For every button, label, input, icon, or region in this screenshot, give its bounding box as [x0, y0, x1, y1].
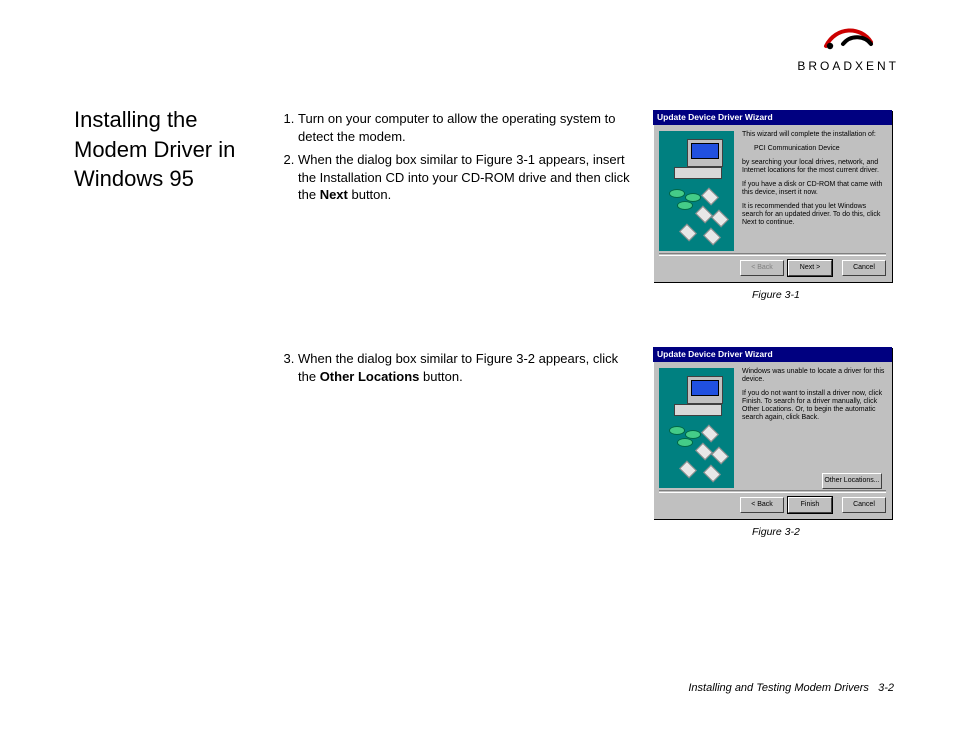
instruction-block-1: Turn on your computer to allow the opera…	[276, 110, 636, 210]
step-3: When the dialog box similar to Figure 3-…	[298, 350, 636, 385]
cd-icon	[669, 426, 685, 435]
wizard-dialog-2: Update Device Driver Wizard Windows was …	[653, 347, 892, 519]
floppy-icon	[679, 461, 697, 479]
monitor-icon	[687, 376, 723, 404]
back-button[interactable]: < Back	[740, 260, 784, 276]
floppy-icon	[679, 224, 697, 242]
wizard-1-titlebar: Update Device Driver Wizard	[653, 110, 892, 125]
floppy-icon	[711, 210, 729, 228]
wizard-2-titlebar: Update Device Driver Wizard	[653, 347, 892, 362]
step-2: When the dialog box similar to Figure 3-…	[298, 151, 636, 204]
wizard-2-line2: If you do not want to install a driver n…	[742, 390, 886, 422]
wizard-1-line2: by searching your local drives, network,…	[742, 159, 886, 175]
step-2-bold: Next	[320, 187, 348, 202]
instruction-block-2: When the dialog box similar to Figure 3-…	[276, 350, 636, 391]
figure-caption-2: Figure 3-2	[752, 526, 800, 538]
cancel-button[interactable]: Cancel	[842, 497, 886, 513]
floppy-icon	[703, 228, 721, 246]
floppy-icon	[703, 465, 721, 483]
brand-logo: BROADXENT	[797, 28, 899, 73]
figure-caption-1: Figure 3-1	[752, 289, 800, 301]
floppy-icon	[701, 425, 719, 443]
wizard-1-line4: It is recommended that you let Windows s…	[742, 203, 886, 227]
wizard-1-device: PCI Communication Device	[742, 145, 886, 153]
step-2-post: button.	[348, 187, 391, 202]
wizard-dialog-1: Update Device Driver Wizard This wizard …	[653, 110, 892, 282]
step-1-pre: Turn on your computer to allow the opera…	[298, 111, 615, 144]
wizard-2-illustration	[659, 368, 734, 488]
wizard-2-line1: Windows was unable to locate a driver fo…	[742, 368, 886, 384]
wizard-1-line3: If you have a disk or CD-ROM that came w…	[742, 181, 886, 197]
computer-base-icon	[674, 404, 722, 416]
cd-icon	[669, 189, 685, 198]
brand-name: BROADXENT	[797, 59, 899, 73]
step-3-bold: Other Locations	[320, 369, 420, 384]
wizard-1-separator	[659, 253, 886, 256]
computer-base-icon	[674, 167, 722, 179]
floppy-icon	[711, 447, 729, 465]
floppy-icon	[695, 443, 713, 461]
other-locations-button[interactable]: Other Locations...	[822, 473, 882, 489]
next-button[interactable]: Next >	[788, 260, 832, 276]
cd-icon	[677, 201, 693, 210]
finish-button[interactable]: Finish	[788, 497, 832, 513]
step-1: Turn on your computer to allow the opera…	[298, 110, 636, 145]
page-footer: Installing and Testing Modem Drivers 3-2	[688, 682, 894, 694]
wizard-2-separator	[659, 490, 886, 493]
footer-text: Installing and Testing Modem Drivers	[688, 682, 869, 694]
cd-icon	[677, 438, 693, 447]
section-heading: Installing the Modem Driver in Windows 9…	[74, 105, 254, 194]
wizard-1-line1: This wizard will complete the installati…	[742, 131, 886, 139]
back-button[interactable]: < Back	[740, 497, 784, 513]
cancel-button[interactable]: Cancel	[842, 260, 886, 276]
wizard-1-illustration	[659, 131, 734, 251]
step-3-post: button.	[419, 369, 462, 384]
monitor-icon	[687, 139, 723, 167]
floppy-icon	[701, 188, 719, 206]
wizard-1-text: This wizard will complete the installati…	[734, 131, 886, 256]
footer-page: 3-2	[878, 682, 894, 694]
floppy-icon	[695, 206, 713, 224]
brand-swoosh-icon	[821, 28, 875, 54]
